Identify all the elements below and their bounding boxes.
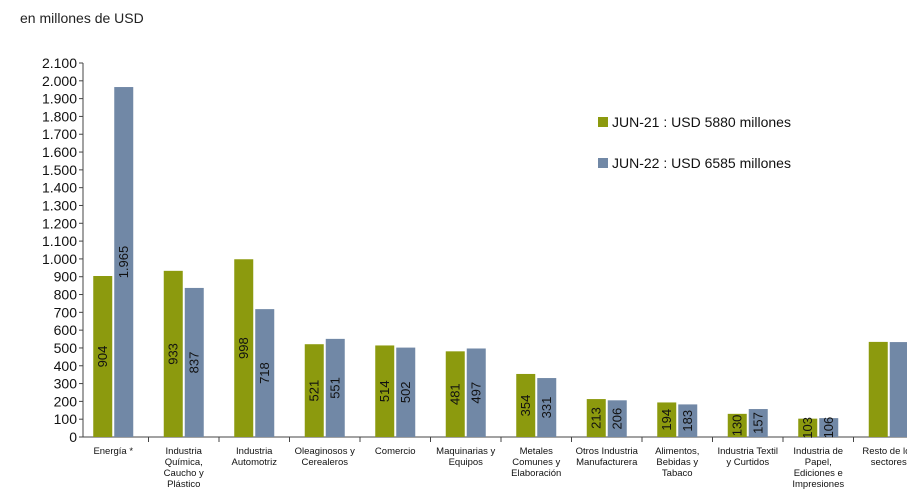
x-tick-label: Comercio [375, 446, 416, 457]
data-label: 481 [448, 383, 463, 405]
y-tick-label: 1.200 [42, 215, 77, 231]
data-label: 551 [328, 377, 343, 399]
data-label: 497 [469, 382, 484, 404]
data-label: 502 [398, 381, 413, 403]
bar [586, 399, 606, 437]
y-tick-label: 1.300 [42, 197, 77, 213]
bar [163, 270, 183, 437]
x-tick-label: Metales Comunes y Elaboración [511, 446, 561, 479]
bar [607, 400, 627, 437]
bar [114, 87, 134, 438]
x-tick-label: Maquinarias y Equipos [436, 446, 495, 468]
data-label: 904 [95, 346, 110, 368]
bar [657, 402, 677, 437]
y-tick-label: 400 [54, 358, 78, 374]
data-label: 183 [680, 410, 695, 432]
y-tick-label: 1.800 [42, 108, 77, 124]
bar [375, 345, 395, 437]
bar [678, 404, 698, 437]
legend-swatch [598, 158, 608, 168]
data-label: 718 [257, 362, 272, 384]
bar [748, 409, 768, 437]
legend-label: JUN-21 : USD 5880 millones [612, 114, 791, 130]
data-label: 521 [307, 380, 322, 402]
bar [445, 351, 465, 437]
bar [93, 276, 113, 437]
data-label: 933 [166, 343, 181, 365]
bar [325, 338, 345, 437]
y-tick-label: 600 [54, 322, 78, 338]
bar [798, 418, 818, 437]
x-tick-label: Industria Textil y Curtidos [717, 446, 778, 468]
y-tick-label: 1.400 [42, 180, 77, 196]
data-label: 837 [187, 352, 202, 374]
y-tick-label: 2.000 [42, 73, 77, 89]
data-label: 157 [751, 412, 766, 434]
x-tick-label: Industria Automotriz [232, 446, 278, 468]
bar [255, 309, 275, 437]
y-tick-label: 900 [54, 269, 78, 285]
y-tick-label: 700 [54, 304, 78, 320]
data-label: 103 [800, 417, 815, 439]
x-tick-label: Energía * [93, 446, 133, 457]
x-tick-label: Resto de lossectores [862, 446, 907, 468]
y-tick-label: 1.700 [42, 126, 77, 142]
y-tick-label: 500 [54, 340, 78, 356]
data-label: 998 [236, 337, 251, 359]
y-tick-label: 1.000 [42, 251, 77, 267]
bar [727, 413, 747, 437]
x-tick-label: Industria de Papel, Ediciones e Impresiones [792, 446, 844, 490]
data-label: 331 [539, 397, 554, 419]
data-label: 206 [610, 408, 625, 430]
bar [304, 344, 324, 437]
data-label: 130 [730, 415, 745, 437]
data-label: 213 [589, 407, 604, 429]
legend-swatch [598, 117, 608, 127]
x-tick-label: Oleaginosos y Cerealeros [295, 446, 355, 468]
y-tick-label: 0 [69, 429, 77, 445]
x-tick-label: Industria Química, Caucho y Plástico [164, 446, 204, 490]
x-tick-label: Alimentos, Bebidas y Tabaco [655, 446, 699, 479]
bar [516, 373, 536, 437]
data-label: 194 [659, 409, 674, 431]
y-tick-label: 800 [54, 287, 78, 303]
bar [234, 259, 254, 437]
bar [537, 378, 557, 437]
y-tick-label: 1.100 [42, 233, 77, 249]
y-tick-label: 2.100 [42, 55, 77, 71]
bar [396, 347, 416, 437]
bar [889, 342, 907, 437]
bar [184, 287, 204, 437]
bar [466, 348, 486, 437]
y-tick-label: 1.500 [42, 162, 77, 178]
bar [868, 341, 888, 437]
bar [819, 418, 839, 437]
y-tick-label: 100 [54, 411, 78, 427]
data-label: 106 [821, 417, 836, 439]
y-axis-unit-label: en millones de USD [20, 10, 144, 26]
data-label: 514 [377, 380, 392, 402]
data-label: 354 [518, 395, 533, 417]
y-tick-label: 1.900 [42, 91, 77, 107]
y-tick-label: 300 [54, 376, 78, 392]
legend-label: JUN-22 : USD 6585 millones [612, 155, 791, 171]
x-tick-label: Otros Industria Manufacturera [576, 446, 639, 468]
y-tick-label: 200 [54, 393, 78, 409]
data-label: 1.965 [116, 246, 131, 279]
y-tick-label: 1.600 [42, 144, 77, 160]
